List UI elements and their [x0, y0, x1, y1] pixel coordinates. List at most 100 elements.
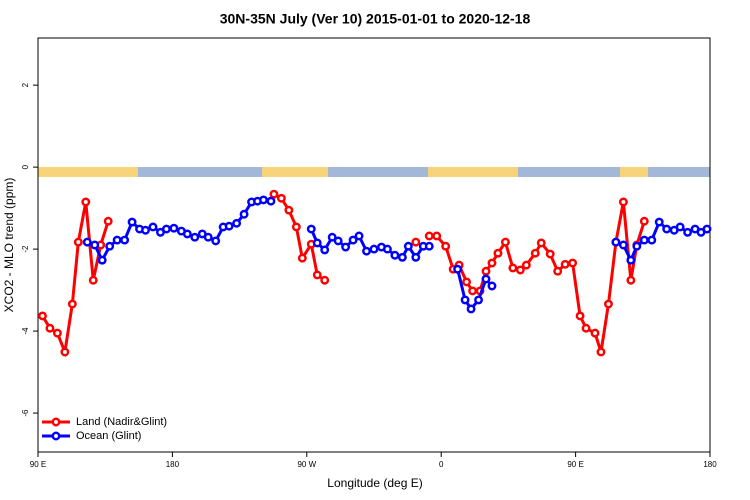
series-point: [169, 223, 179, 233]
series-point: [590, 328, 600, 338]
series-point: [232, 218, 242, 228]
series-point: [88, 275, 98, 285]
x-tick-label: 0: [439, 460, 444, 469]
x-tick-label: 90 E: [30, 460, 46, 469]
series-point: [611, 237, 621, 247]
series-point: [362, 246, 371, 256]
series-point: [626, 255, 636, 265]
series-point: [190, 232, 200, 242]
series-point: [493, 248, 503, 258]
series-point: [441, 241, 451, 251]
series-point: [103, 216, 113, 226]
series-point: [73, 237, 83, 247]
series-point: [639, 235, 649, 245]
series-point: [182, 229, 192, 239]
series-point: [306, 224, 316, 234]
series-point: [626, 275, 636, 285]
series-point: [515, 265, 525, 275]
series-point: [112, 235, 122, 245]
series-point: [639, 216, 649, 226]
land-ocean-strip: [38, 167, 710, 177]
series-point: [327, 232, 337, 242]
series-point: [297, 253, 307, 263]
series-point: [276, 193, 286, 203]
series-point: [390, 250, 400, 260]
x-tick-label: 90 E: [567, 460, 583, 469]
y-tick-label: -4: [21, 327, 30, 335]
series-point: [683, 227, 693, 237]
land-strip: [262, 167, 328, 177]
series-point: [127, 217, 137, 227]
series-point: [81, 197, 91, 207]
series-point: [487, 258, 497, 268]
series-point: [411, 237, 421, 247]
series-point: [654, 217, 664, 227]
series-point: [239, 209, 249, 219]
series-point: [211, 236, 221, 246]
series-point: [266, 196, 276, 206]
series-point: [320, 275, 330, 285]
series-point: [647, 235, 657, 245]
series-point: [320, 245, 330, 255]
legend-marker: [51, 431, 61, 441]
series-point: [618, 197, 628, 207]
x-axis-label: Longitude (deg E): [327, 476, 422, 490]
series-point: [105, 241, 115, 251]
series-point: [259, 195, 268, 205]
series-point: [60, 347, 70, 357]
series-point: [453, 264, 463, 274]
series-point: [52, 328, 62, 338]
series-point: [618, 240, 628, 250]
series-point: [530, 248, 540, 258]
series-point: [604, 299, 613, 309]
series-point: [97, 255, 107, 265]
y-tick-label: 2: [21, 82, 30, 87]
series-point: [508, 263, 518, 273]
series-point: [560, 259, 570, 269]
series-point: [468, 286, 478, 296]
series-point: [596, 347, 606, 357]
series-point: [354, 231, 364, 241]
legend-label: Ocean (Glint): [76, 430, 141, 442]
series-point: [82, 237, 92, 247]
y-tick-label: -2: [21, 245, 30, 253]
series-point: [568, 258, 578, 268]
series-point: [161, 224, 171, 234]
series-point: [397, 252, 407, 262]
series-point: [545, 249, 555, 259]
x-tick-label: 90 W: [297, 460, 316, 469]
series-point: [424, 241, 434, 251]
series-point: [702, 224, 712, 234]
y-axis-label: XCO2 - MLO trend (ppm): [2, 178, 16, 313]
series-point: [481, 274, 491, 284]
series-point: [45, 323, 55, 333]
series-point: [553, 266, 563, 276]
series-point: [67, 299, 77, 309]
ocean-strip: [38, 167, 710, 177]
series-point: [312, 238, 322, 248]
legend-label: Land (Nadir&Glint): [76, 416, 167, 428]
series-point: [382, 244, 392, 254]
series-point: [369, 244, 379, 254]
series-point: [462, 277, 472, 287]
series-point: [120, 235, 130, 245]
chart-title: 30N-35N July (Ver 10) 2015-01-01 to 2020…: [220, 11, 531, 27]
land-strip: [38, 167, 138, 177]
x-tick-label: 180: [703, 460, 717, 469]
series-point: [500, 237, 510, 247]
series-point: [90, 240, 100, 250]
series-point: [203, 232, 213, 242]
series-point: [536, 238, 546, 248]
series-point: [521, 260, 531, 270]
series-point: [432, 231, 442, 241]
x-tick-label: 180: [166, 460, 180, 469]
y-tick-label: -6: [21, 409, 30, 417]
plot-frame: [37, 37, 711, 453]
series-point: [148, 222, 158, 232]
series-point: [38, 311, 47, 321]
series-point: [403, 241, 413, 251]
series-point: [481, 266, 491, 276]
series-point: [632, 241, 642, 251]
series-point: [581, 323, 591, 333]
